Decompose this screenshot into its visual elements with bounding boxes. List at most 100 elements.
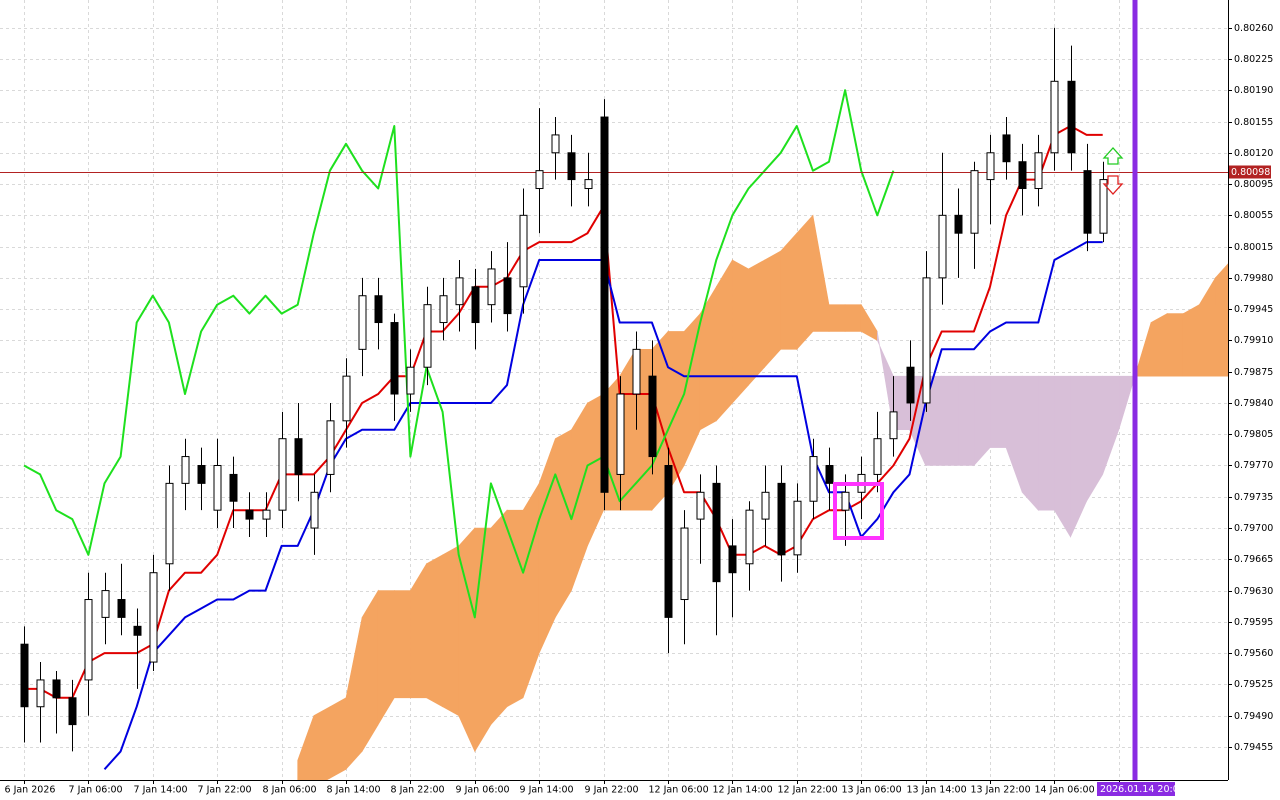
x-tick-label: 7 Jan 14:00 — [134, 785, 188, 796]
axes: 0.80260 0.80225 0.80190 0.80155 0.80120 0.800… — [5, 0, 1273, 796]
candle-body — [374, 295, 383, 324]
candle-body — [1050, 80, 1059, 154]
candle-body — [664, 464, 673, 618]
overlays — [833, 147, 1124, 540]
candle-body — [632, 348, 641, 395]
cloud-segment — [1054, 375, 1071, 539]
candle-body — [390, 322, 399, 395]
candle-body — [213, 464, 222, 511]
cloud-segment — [732, 259, 749, 404]
ichimoku-cloud — [297, 214, 1228, 780]
y-tick-label: 0.79805 — [1234, 429, 1273, 440]
cloud-segment — [764, 250, 782, 368]
y-tick-label: 0.79700 — [1234, 523, 1273, 534]
candle-body — [535, 170, 544, 190]
x-tick-label: 6 Jan 2026 — [5, 785, 56, 796]
candle-body — [1083, 170, 1092, 234]
candle-body — [873, 438, 882, 475]
candle-body — [761, 491, 770, 520]
candle-body — [889, 411, 898, 440]
candle-body — [551, 134, 560, 154]
cloud-segment — [957, 375, 975, 466]
candle-body — [358, 295, 367, 350]
candle-body — [567, 152, 576, 181]
candle-body — [1002, 134, 1011, 163]
candle-body — [600, 116, 609, 493]
candle-body — [181, 456, 190, 484]
cloud-segment — [313, 706, 331, 780]
cloud-segment — [361, 589, 379, 753]
y-tick-label: 0.80260 — [1234, 23, 1273, 34]
cloud-segment — [297, 715, 315, 780]
candle-body — [84, 599, 93, 681]
candle-body — [439, 295, 448, 324]
y-tick-label: 0.80055 — [1234, 210, 1273, 221]
x-tick-label: 13 Jan 06:00 — [842, 785, 902, 796]
x-tick-label: 9 Jan 06:00 — [456, 785, 510, 796]
current-price-label: 0.80098 — [1231, 167, 1270, 178]
buy-arrow — [1102, 147, 1124, 165]
x-tick-label: 7 Jan 06:00 — [69, 785, 123, 796]
x-tick-label: 8 Jan 06:00 — [263, 785, 317, 796]
candle-body — [165, 482, 174, 565]
y-tick-label: 0.80120 — [1234, 148, 1273, 159]
candle-body — [68, 697, 77, 726]
candle-body — [648, 375, 657, 458]
candle-body — [278, 438, 287, 511]
candle-body — [229, 473, 238, 502]
indicator-line — [23, 89, 895, 619]
candle-body — [696, 491, 705, 520]
cloud-segment — [1038, 375, 1055, 511]
cloud-segment — [828, 304, 846, 332]
sell-arrow — [1102, 175, 1124, 195]
y-tick-label: 0.79490 — [1234, 711, 1273, 722]
cloud-segment — [989, 375, 1007, 448]
x-tick-label: 12 Jan 22:00 — [778, 785, 838, 796]
plot-area — [0, 27, 1228, 780]
candle-body — [487, 268, 496, 306]
x-tick-label: 13 Jan 14:00 — [907, 785, 967, 796]
candle-body — [406, 366, 415, 395]
time-cursor-label-box — [1097, 782, 1175, 796]
cloud-segment — [442, 545, 460, 717]
candle-body — [133, 625, 142, 636]
candle-body — [584, 179, 593, 190]
candle-body — [938, 214, 947, 279]
cloud-segment — [393, 590, 411, 699]
cloud-segment — [329, 697, 347, 779]
y-tick-label: 0.79945 — [1234, 304, 1273, 315]
y-tick-label: 0.79595 — [1234, 617, 1273, 628]
x-tick-label: 8 Jan 14:00 — [327, 785, 381, 796]
candle-body — [809, 456, 818, 502]
x-tick-label: 8 Jan 22:00 — [391, 785, 445, 796]
candle-body — [423, 304, 432, 368]
candle-body — [1018, 161, 1027, 190]
candle-body — [294, 438, 303, 475]
candle-body — [745, 509, 754, 565]
cloud-segment — [426, 554, 443, 708]
cloud-segment — [554, 429, 572, 619]
y-tick-label: 0.80015 — [1234, 242, 1273, 253]
candle-body — [326, 420, 335, 475]
candle-body — [519, 214, 528, 288]
x-tick-label: 9 Jan 22:00 — [585, 785, 639, 796]
y-tick-label: 0.79875 — [1234, 367, 1273, 378]
candle-body — [1034, 152, 1043, 190]
candle-body — [197, 464, 206, 484]
x-tick-label: 12 Jan 06:00 — [649, 785, 709, 796]
candle-body — [36, 679, 45, 708]
cloud-segment — [1182, 304, 1200, 377]
x-tick-label: 12 Jan 14:00 — [713, 785, 773, 796]
candle-body — [1099, 179, 1108, 234]
candle-body — [970, 170, 979, 234]
candle-body — [52, 679, 61, 699]
candle-body — [922, 277, 931, 404]
y-tick-label: 0.79560 — [1234, 648, 1273, 659]
candle-body — [954, 214, 963, 234]
cloud-segment — [474, 527, 492, 753]
cloud-segment — [1166, 313, 1184, 377]
candle-body — [712, 482, 721, 583]
candle-body — [680, 527, 689, 601]
y-tick-label: 0.80190 — [1234, 85, 1273, 96]
